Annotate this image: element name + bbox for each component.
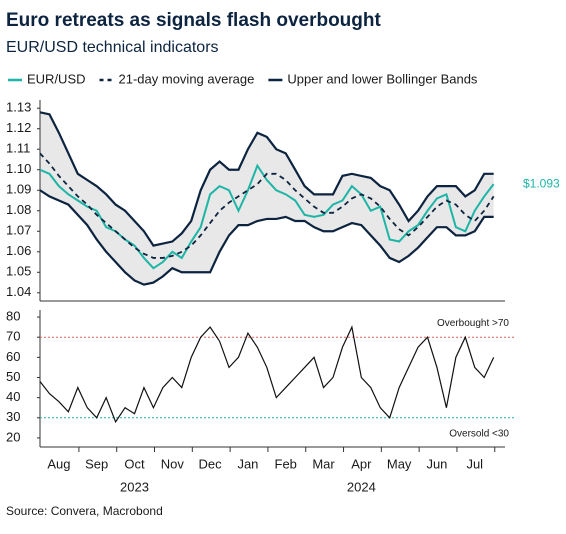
y-tick-label: 1.11 bbox=[6, 141, 30, 156]
y-tick-label: 1.06 bbox=[6, 243, 31, 258]
x-tick-label: Dec bbox=[199, 456, 223, 471]
x-tick-label: Jun bbox=[426, 456, 447, 471]
x-tick-label: Feb bbox=[275, 456, 297, 471]
y-tick-label: 50 bbox=[6, 369, 20, 384]
y-tick-label: 1.09 bbox=[6, 182, 31, 197]
y-tick-label: 1.05 bbox=[6, 264, 31, 279]
x-tick-label: Sep bbox=[85, 456, 108, 471]
band-line bbox=[39, 111, 494, 247]
end-label: $1.093 bbox=[523, 176, 560, 190]
x-tick-label: Nov bbox=[161, 456, 185, 471]
year-label: 2023 bbox=[120, 479, 149, 494]
chart-title: Euro retreats as signals flash overbough… bbox=[6, 10, 381, 31]
y-tick-label: 1.08 bbox=[6, 202, 31, 217]
chart-subtitle: EUR/USD technical indicators bbox=[6, 39, 219, 56]
y-tick-label: 70 bbox=[6, 329, 20, 344]
y-tick-label: 1.07 bbox=[6, 223, 31, 238]
x-tick-label: Aug bbox=[47, 456, 70, 471]
legend-label: Upper and lower Bollinger Bands bbox=[287, 71, 478, 86]
band-fill bbox=[40, 112, 494, 285]
x-tick-label: Jan bbox=[237, 456, 258, 471]
x-tick-label: Apr bbox=[351, 456, 372, 471]
legend-label: 21-day moving average bbox=[119, 71, 255, 86]
y-tick-label: 1.13 bbox=[6, 100, 31, 115]
moving-average-line bbox=[39, 152, 495, 259]
x-tick-label: Oct bbox=[124, 456, 145, 471]
series-line bbox=[39, 325, 495, 424]
reference-label: Oversold <30 bbox=[449, 428, 509, 439]
legend-label: EUR/USD bbox=[27, 71, 86, 86]
source: Source: Convera, Macrobond bbox=[6, 504, 163, 518]
year-label: 2024 bbox=[347, 479, 376, 494]
y-tick-label: 60 bbox=[6, 349, 20, 364]
reference-label: Overbought >70 bbox=[437, 318, 509, 329]
y-tick-label: 30 bbox=[6, 409, 20, 424]
band-line bbox=[39, 189, 494, 286]
y-tick-label: 1.10 bbox=[6, 161, 31, 176]
y-tick-label: 1.12 bbox=[6, 120, 31, 135]
y-tick-label: 20 bbox=[6, 429, 20, 444]
x-tick-label: Jul bbox=[466, 456, 483, 471]
x-tick-label: Mar bbox=[312, 456, 335, 471]
y-tick-label: 40 bbox=[6, 389, 20, 404]
x-tick-label: May bbox=[387, 456, 412, 471]
y-tick-label: 1.04 bbox=[6, 284, 31, 299]
y-tick-label: 80 bbox=[6, 308, 20, 323]
